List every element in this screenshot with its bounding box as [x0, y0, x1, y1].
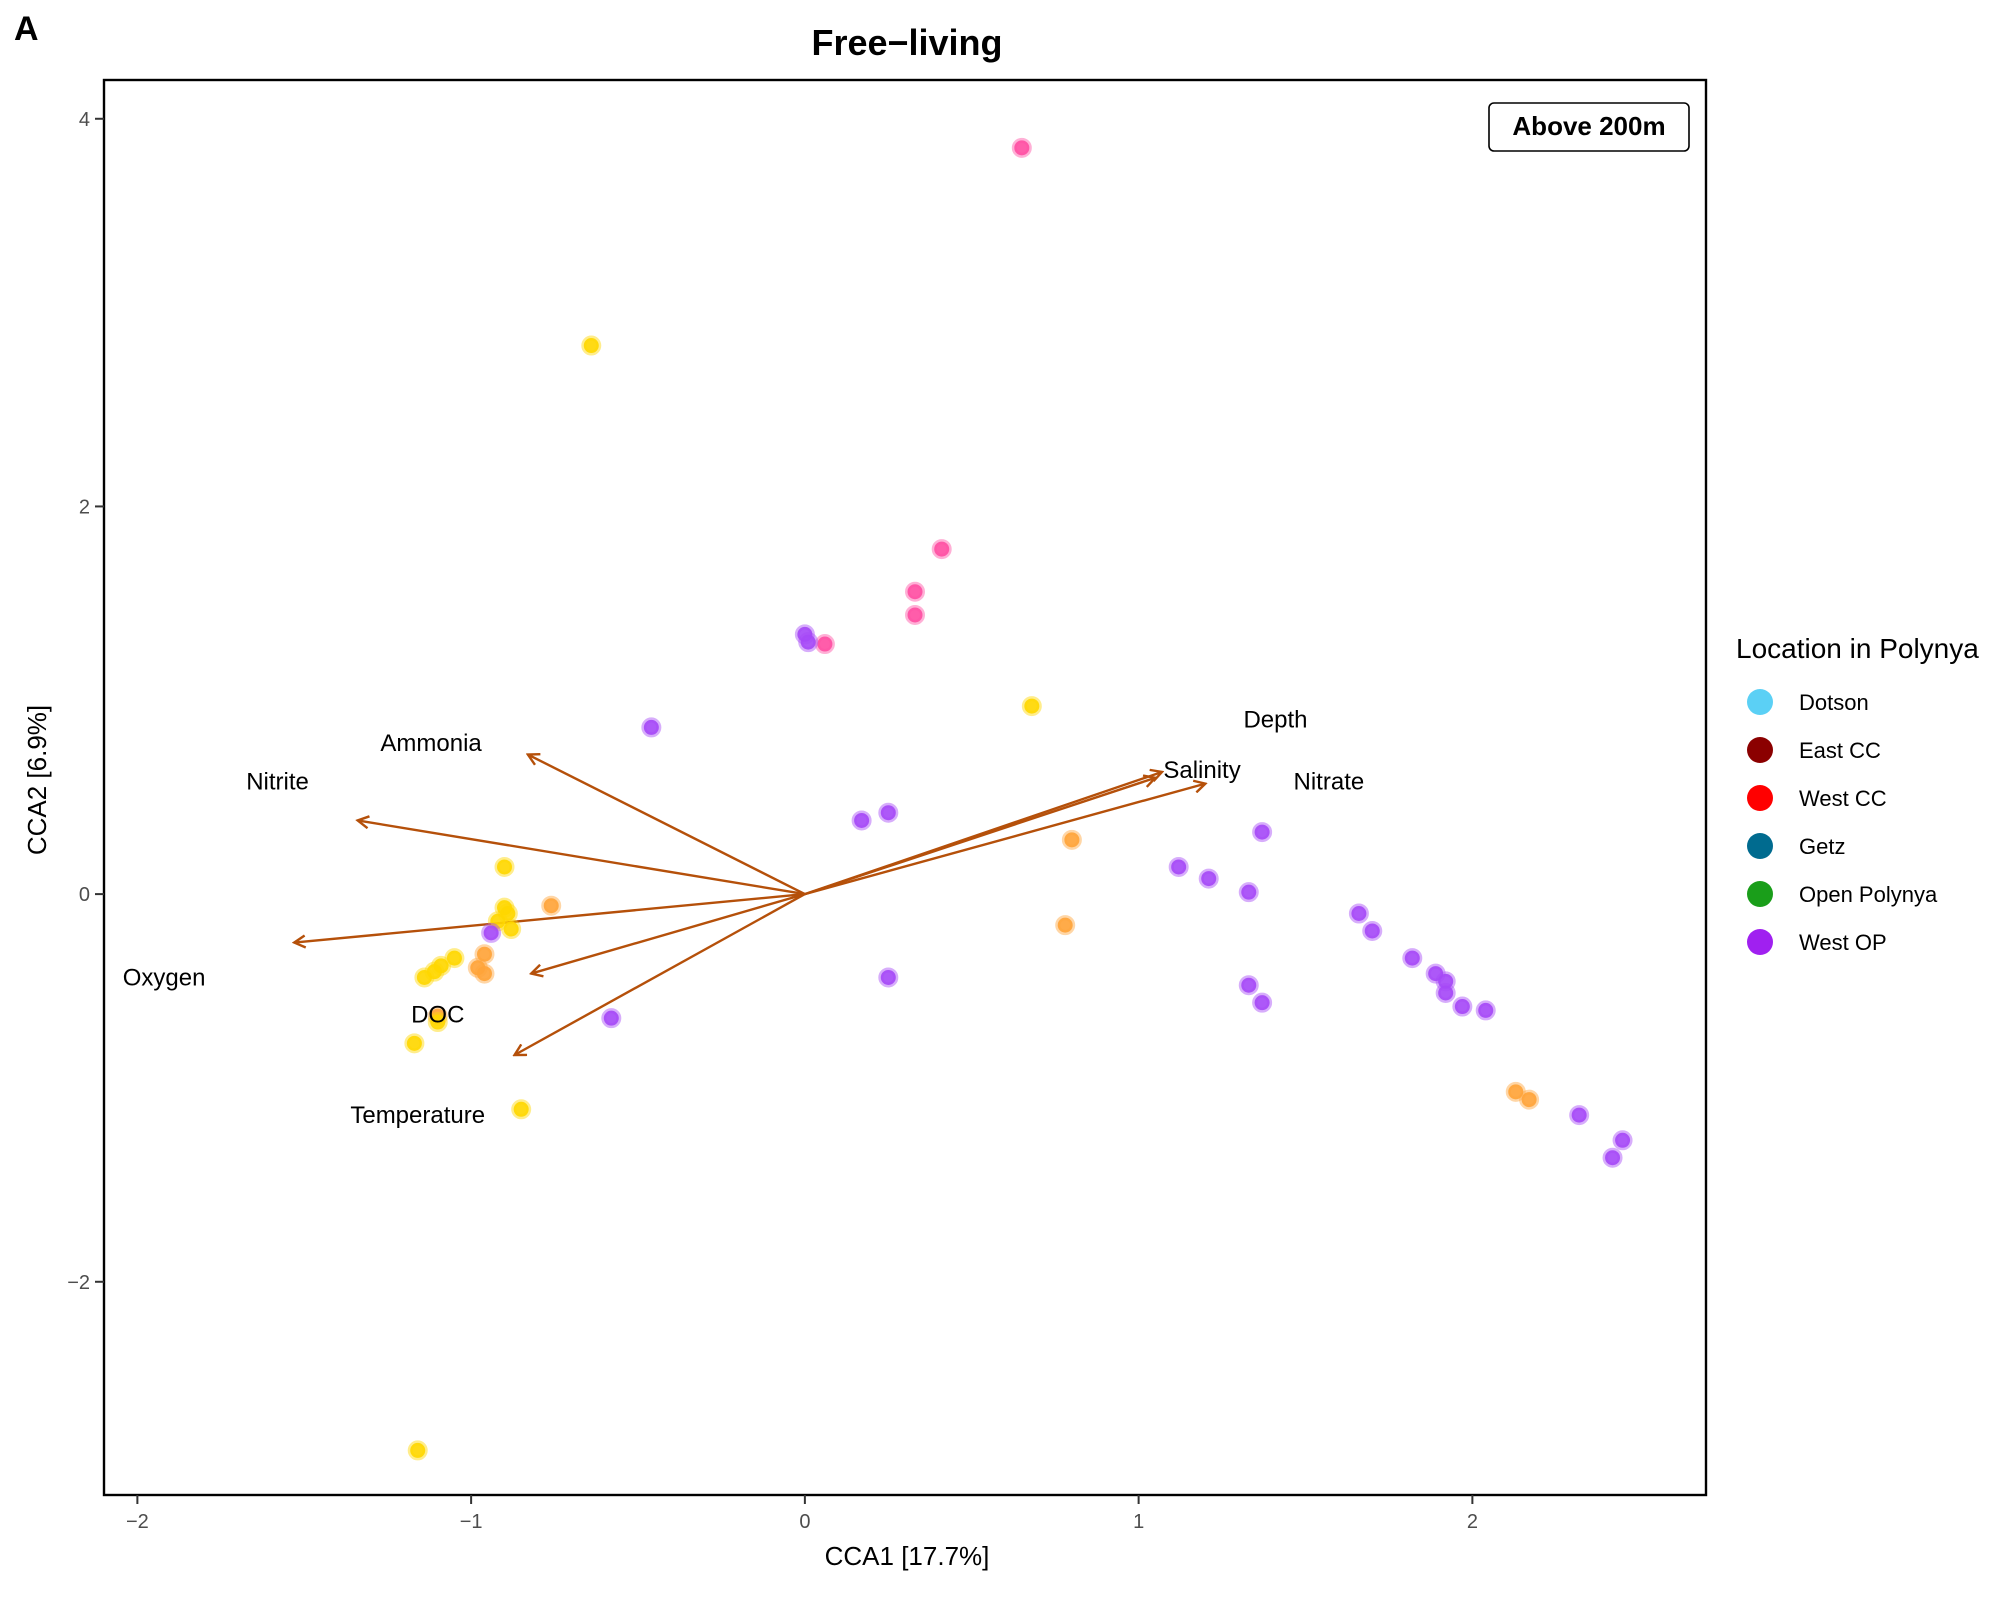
data-point	[798, 632, 819, 653]
vector-label-nitrite: Nitrite	[246, 769, 309, 796]
legend-swatch	[1747, 833, 1773, 859]
chart-title: Free−living	[811, 22, 1002, 63]
data-point	[1505, 1081, 1526, 1102]
data-point	[601, 1008, 622, 1029]
legend-item-label: Dotson	[1799, 690, 1869, 715]
legend-swatch	[1747, 737, 1773, 763]
vector-arrow-oxygen	[294, 892, 805, 942]
data-point	[1402, 948, 1423, 969]
legend-swatch	[1747, 689, 1773, 715]
data-point	[1055, 915, 1076, 936]
data-point	[1569, 1105, 1590, 1126]
y-tick-label: 0	[79, 884, 90, 906]
vector-label-oxygen: Oxygen	[123, 964, 206, 991]
legend-title: Location in Polynya	[1736, 633, 1979, 664]
data-point	[427, 1012, 448, 1033]
data-point	[905, 604, 926, 625]
data-point	[1475, 1000, 1496, 1021]
data-point	[581, 335, 602, 356]
vector-arrow-doc	[531, 892, 806, 973]
data-point	[541, 895, 562, 916]
data-point	[481, 922, 502, 943]
vector-arrow-nitrate	[804, 784, 1206, 896]
vector-label-temperature: Temperature	[350, 1102, 485, 1129]
legend-item-label: West CC	[1799, 786, 1887, 811]
y-tick-label: 2	[79, 496, 90, 518]
data-point	[1198, 868, 1219, 889]
data-point	[1252, 822, 1273, 843]
vector-arrow-temperature	[515, 893, 806, 1055]
depth-badge: Above 200m	[1488, 102, 1690, 152]
legend-swatch	[1747, 929, 1773, 955]
y-axis-label: CCA2 [6.9%]	[22, 705, 52, 855]
legend-item-label: West OP	[1799, 930, 1887, 955]
data-point	[931, 539, 952, 560]
legend-item-label: Getz	[1799, 834, 1845, 859]
legend: Location in Polynya Dotson East CC West CC…	[1736, 633, 1979, 955]
vector-labels: Ammonia Nitrite Oxygen DOC Temperature Salini…	[123, 707, 1364, 1129]
data-point	[814, 634, 835, 655]
x-axis: −2 −1 0 1 2	[126, 1495, 1478, 1533]
legend-item-label: East CC	[1799, 738, 1881, 763]
data-point	[1021, 696, 1042, 717]
data-point	[878, 967, 899, 988]
data-point	[494, 856, 515, 877]
vector-label-salinity: Salinity	[1163, 757, 1240, 784]
data-point	[474, 944, 495, 965]
data-point	[487, 911, 508, 932]
x-tick-label: 0	[799, 1511, 810, 1533]
data-point	[404, 1033, 425, 1054]
environmental-vectors	[294, 755, 1205, 1055]
vector-arrow-depth	[804, 778, 1155, 896]
data-point	[1168, 856, 1189, 877]
data-point	[1238, 882, 1259, 903]
panel-label: A	[14, 10, 39, 48]
data-point	[407, 1440, 428, 1461]
plot-panel	[102, 78, 1708, 1497]
x-tick-label: −1	[460, 1511, 483, 1533]
data-point	[1612, 1130, 1633, 1151]
sample-points	[404, 137, 1633, 1461]
data-point	[1362, 920, 1383, 941]
y-tick-label: −2	[67, 1272, 90, 1294]
x-tick-label: 1	[1133, 1511, 1144, 1533]
x-tick-label: 2	[1467, 1511, 1478, 1533]
data-point	[1602, 1147, 1623, 1168]
legend-swatch	[1747, 785, 1773, 811]
data-point	[1252, 992, 1273, 1013]
vector-arrow-nitrite	[358, 820, 806, 896]
data-point	[1238, 975, 1259, 996]
x-tick-label: −2	[126, 1511, 149, 1533]
depth-badge-text: Above 200m	[1512, 111, 1665, 141]
data-point	[1435, 982, 1456, 1003]
data-point	[444, 948, 465, 969]
vector-label-depth: Depth	[1243, 707, 1307, 734]
vector-label-nitrate: Nitrate	[1294, 769, 1365, 796]
legend-item-label: Open Polynya	[1799, 882, 1938, 907]
data-point	[1011, 137, 1032, 158]
data-point	[878, 802, 899, 823]
data-point	[1519, 1089, 1540, 1110]
vector-arrow-ammonia	[528, 755, 806, 896]
data-point	[1452, 996, 1473, 1017]
data-point	[501, 919, 522, 939]
y-axis: −2 0 2 4	[67, 109, 104, 1294]
data-point	[905, 581, 926, 602]
vector-label-doc: DOC	[411, 1001, 464, 1028]
data-point	[1348, 903, 1369, 924]
data-point	[511, 1099, 532, 1120]
data-point	[641, 717, 662, 738]
data-point	[1061, 829, 1082, 850]
legend-swatch	[1747, 881, 1773, 907]
y-tick-label: 4	[79, 109, 90, 131]
x-axis-label: CCA1 [17.7%]	[825, 1541, 990, 1571]
vector-label-ammonia: Ammonia	[380, 730, 482, 757]
data-point	[414, 967, 435, 988]
data-point	[851, 810, 872, 831]
data-point	[474, 963, 495, 984]
